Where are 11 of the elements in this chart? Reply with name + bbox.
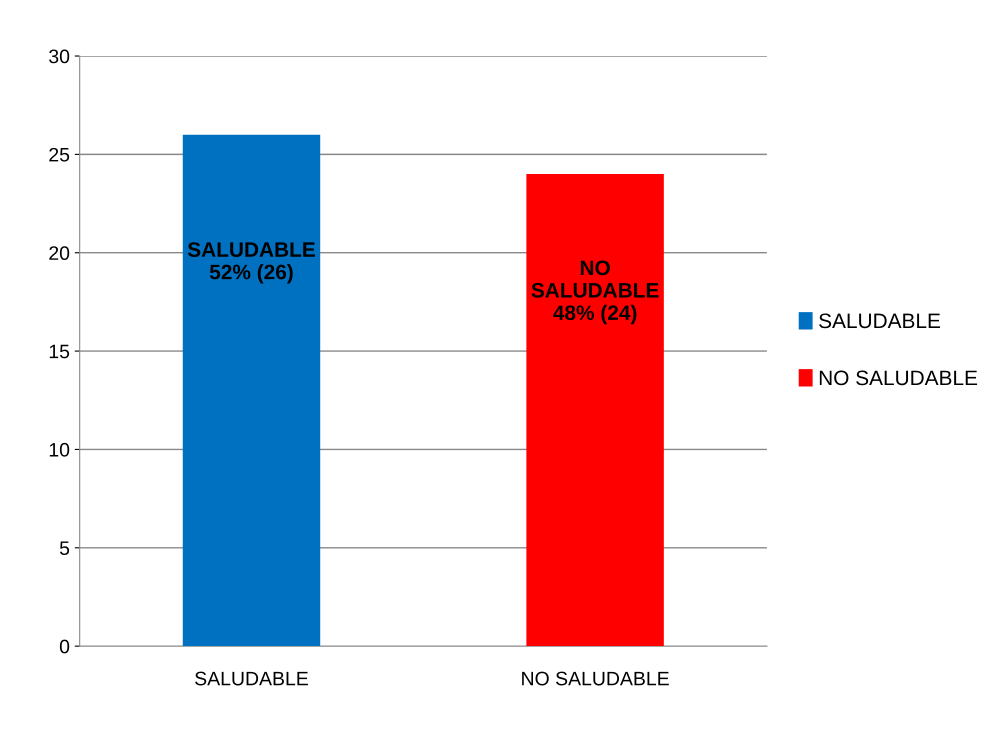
- y-tick-label: 0: [60, 640, 70, 654]
- y-tick-label: 5: [60, 541, 70, 556]
- legend-label: NO SALUDABLE: [820, 370, 978, 386]
- data-label: SALUDABLE 52% (26): [188, 242, 315, 284]
- y-tick-label: 30: [49, 49, 70, 64]
- y-tick-label: 15: [50, 344, 70, 358]
- y-tick-label: 25: [49, 148, 70, 162]
- y-tick-label: 20: [49, 246, 70, 260]
- legend-label: SALUDABLE: [819, 313, 940, 328]
- data-label: NO SALUDABLE 48% (24): [531, 260, 659, 324]
- y-tick-label: 10: [50, 442, 70, 457]
